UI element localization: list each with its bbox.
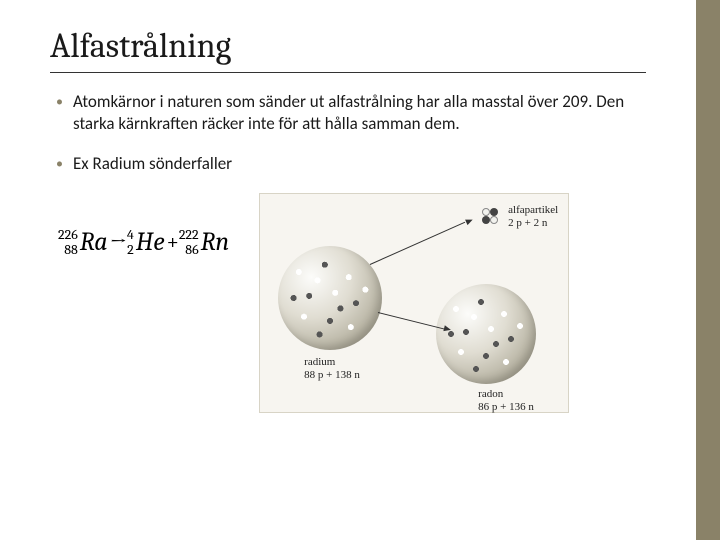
- bullet-text: Atomkärnor i naturen som sänder ut alfas…: [73, 91, 646, 135]
- bullet-item: • Atomkärnor i naturen som sänder ut alf…: [50, 91, 646, 135]
- slide-body: Alfastrålning • Atomkärnor i naturen som…: [0, 0, 696, 433]
- content-row: 226 88 Ra → 4 2 He + 222 86 Rn radium 88…: [50, 193, 646, 413]
- mass-number: 222: [179, 227, 199, 242]
- atomic-number: 2: [127, 242, 134, 257]
- decay-equation: 226 88 Ra → 4 2 He + 222 86 Rn: [58, 227, 231, 257]
- element-symbol: Rn: [201, 227, 230, 257]
- slide-title: Alfastrålning: [50, 26, 646, 73]
- arrow-icon: →: [110, 229, 127, 255]
- alpha-particle: [482, 208, 500, 226]
- bullet-text: Ex Radium sönderfaller: [73, 153, 232, 175]
- mass-number: 226: [58, 227, 78, 242]
- bullet-icon: •: [56, 153, 63, 175]
- radon-label: radon 86 p + 136 n: [478, 388, 534, 414]
- radium-label: radium 88 p + 138 n: [304, 356, 360, 382]
- bullet-item: • Ex Radium sönderfaller: [50, 153, 646, 175]
- arrow-head-icon: [465, 217, 474, 225]
- element-symbol: Ra: [80, 227, 108, 257]
- nuclide-rn-prefix: 222 86: [179, 227, 199, 257]
- slide-accent-bar: [696, 0, 720, 540]
- radon-nucleus: [436, 284, 536, 384]
- mass-number: 4: [127, 227, 134, 242]
- radium-nucleus: [278, 246, 382, 350]
- decay-diagram: radium 88 p + 138 n radon 86 p + 136 n a…: [259, 193, 569, 413]
- atomic-number: 86: [185, 242, 198, 257]
- arrow-line: [370, 222, 465, 265]
- nuclide-he-prefix: 4 2: [127, 227, 134, 257]
- alpha-label: alfapartikel 2 p + 2 n: [508, 204, 558, 230]
- element-symbol: He: [136, 227, 165, 257]
- arrow-line: [378, 312, 446, 330]
- plus-sign: +: [167, 229, 179, 255]
- nuclide-ra-prefix: 226 88: [58, 227, 78, 257]
- atomic-number: 88: [64, 242, 78, 257]
- bullet-icon: •: [56, 91, 63, 135]
